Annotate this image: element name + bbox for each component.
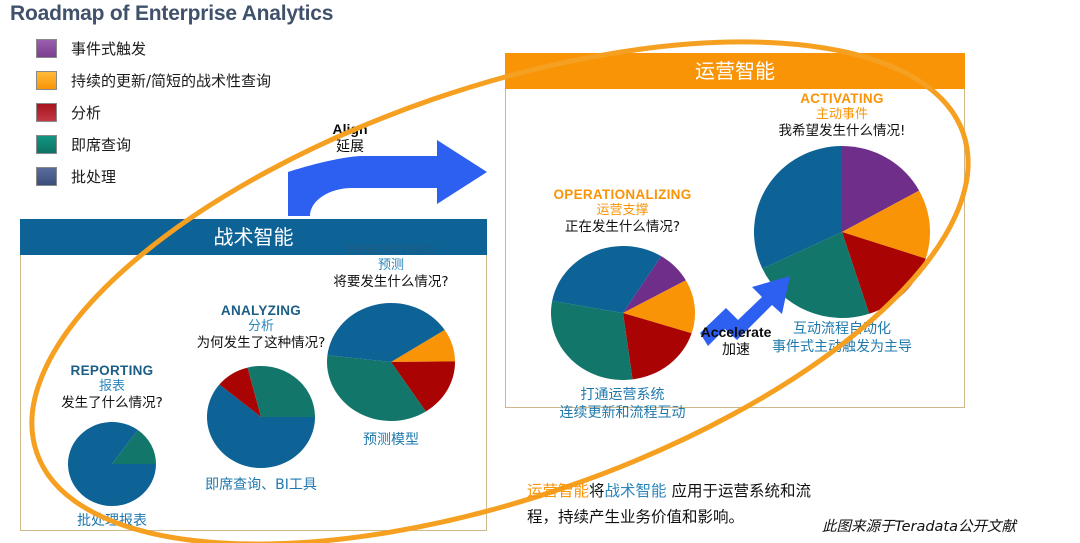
legend-label: 批处理 — [71, 167, 117, 186]
stage-activating-title: ACTIVATING — [800, 91, 884, 106]
legend-label: 分析 — [71, 103, 102, 122]
pie-chart-reporting — [68, 422, 156, 507]
operational-panel-header: 运营智能 — [505, 53, 965, 89]
legend-item: 持续的更新/简短的战术性查询 — [36, 64, 436, 96]
stage-operationalizing: OPERATIONALIZING 运营支撑 正在发生什么情况? 打通运营系统 连… — [510, 187, 735, 422]
source-note: 此图来源于Teradata公开文献 — [822, 519, 1016, 535]
tactical-panel-body: REPORTING 报表 发生了什么情况? 批处理报表 ANALYZING 分析… — [20, 242, 487, 531]
stage-operationalizing-title: OPERATIONALIZING — [553, 187, 692, 202]
stage-predicting-subtitle: 预测 — [377, 258, 404, 273]
stage-operationalizing-question: 正在发生什么情况? — [564, 219, 681, 235]
pie-chart-operationalizing — [550, 246, 695, 380]
footer-highlight-operational: 运营智能 — [527, 482, 590, 500]
stage-predicting-question: 将要发生什么情况? — [333, 274, 449, 290]
pie-chart-predicting — [326, 303, 456, 422]
tactical-intelligence-panel: 战术智能 REPORTING 报表 发生了什么情况? 批处理报表 ANALYZI… — [20, 219, 487, 531]
legend-swatch-continuous-update — [36, 70, 57, 90]
legend-swatch-adhoc-query — [36, 134, 57, 154]
accelerate-label-en: Accelerate — [700, 324, 772, 340]
align-label-cn: 延展 — [336, 139, 364, 155]
stage-activating-subtitle: 主动事件 — [815, 107, 868, 122]
stage-reporting-caption: 批处理报表 — [77, 513, 147, 529]
legend-item: 事件式触发 — [36, 32, 436, 64]
stage-activating-question: 我希望发生什么情况! — [778, 123, 906, 139]
footer-line-2: 程，持续产生业务价值和影响。 — [527, 508, 745, 526]
stage-predicting-title: PREDICTING — [347, 242, 435, 257]
legend-label: 持续的更新/简短的战术性查询 — [71, 71, 272, 90]
stage-activating: ACTIVATING 主动事件 我希望发生什么情况! 互动流程自动化 事件式主动… — [722, 91, 962, 356]
footer-highlight-tactical: 战术智能 — [604, 482, 667, 500]
align-label: Align 延展 — [300, 121, 400, 156]
page-title: Roadmap of Enterprise Analytics — [10, 2, 334, 25]
accelerate-label: Accelerate 加速 — [676, 324, 796, 359]
stage-operationalizing-subtitle: 运营支撑 — [596, 203, 649, 218]
legend-label: 事件式触发 — [71, 39, 147, 58]
legend-item: 批处理 — [36, 160, 436, 192]
pie-chart-activating — [754, 146, 930, 318]
stage-operationalizing-caption-2: 连续更新和流程互动 — [559, 405, 686, 421]
operational-panel-body: OPERATIONALIZING 运营支撑 正在发生什么情况? 打通运营系统 连… — [505, 89, 965, 421]
legend-swatch-analysis — [36, 102, 57, 122]
legend-swatch-batch — [36, 166, 57, 186]
stage-analyzing-caption: 即席查询、BI工具 — [205, 477, 317, 493]
pie-slice — [550, 300, 633, 380]
footer-note: 运营智能将战术智能 应用于运营系统和流 程，持续产生业务价值和影响。 — [527, 478, 957, 530]
stage-predicting-caption: 预测模型 — [363, 432, 419, 448]
stage-operationalizing-caption-1: 打通运营系统 — [580, 387, 665, 403]
footer-text-a: 将 — [589, 482, 605, 500]
legend-label: 即席查询 — [71, 135, 132, 154]
align-label-en: Align — [332, 121, 368, 137]
footer-text-b: 应用于运营系统和流 — [666, 482, 811, 500]
accelerate-label-cn: 加速 — [722, 342, 750, 358]
legend-swatch-event-trigger — [36, 38, 57, 58]
legend: 事件式触发 持续的更新/简短的战术性查询 分析 即席查询 批处理 — [36, 32, 436, 192]
stage-predicting: PREDICTING 预测 将要发生什么情况? 预测模型 — [276, 242, 506, 449]
